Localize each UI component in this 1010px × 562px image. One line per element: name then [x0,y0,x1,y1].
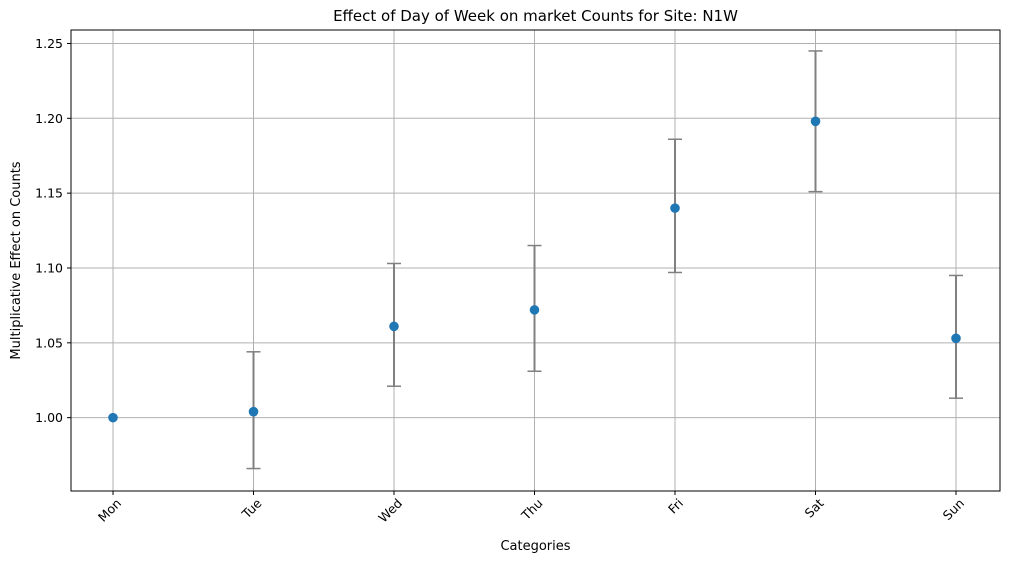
chart-title: Effect of Day of Week on market Counts f… [333,7,738,25]
x-tick-label: Thu [518,496,546,524]
data-point [108,412,118,423]
x-tick-label: Tue [238,495,265,522]
x-axis-label: Categories [500,539,570,554]
x-tick-label: Wed [375,496,405,526]
y-axis-label: Multiplicative Effect on Counts [9,161,24,359]
x-tick-label: Mon [95,496,124,525]
x-tick-label: Sun [940,496,967,523]
y-tick-label: 1.05 [35,335,63,350]
data-point [670,203,680,213]
data-point [389,321,399,332]
data-point [810,116,821,127]
data-point [248,406,259,417]
data-point [529,305,540,315]
x-tick-label: Sat [802,495,827,520]
point-layer [108,116,961,423]
y-tick-label: 1.10 [35,260,63,275]
y-tick-label: 1.25 [35,36,63,51]
errorbar-layer [246,50,963,470]
plot-frame [70,29,1001,492]
x-tick-label: Fri [665,496,686,517]
y-tick-label: 1.15 [35,186,63,201]
y-tick-label: 1.00 [35,410,63,425]
tick-layer: Mon Tue Wed Thu Fri Sat Sun 1.00 1.05 1.10 1.15 1.2… [35,36,967,525]
y-tick-label: 1.20 [35,111,63,126]
data-point [951,333,961,344]
